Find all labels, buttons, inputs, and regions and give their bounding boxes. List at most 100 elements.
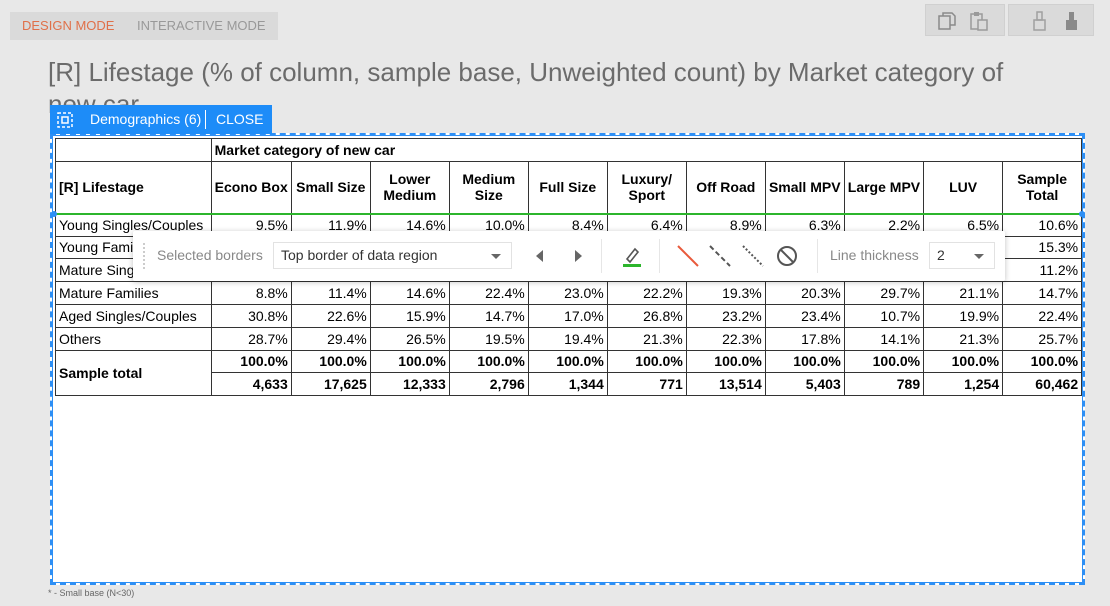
- table-cell[interactable]: 23.0%: [527, 281, 608, 305]
- table-cell[interactable]: 14.1%: [843, 326, 925, 351]
- next-border-button[interactable]: [565, 243, 591, 269]
- selected-borders-label: Selected borders: [157, 247, 263, 263]
- total-label[interactable]: Sample total: [55, 349, 212, 397]
- table-cell[interactable]: 22.4%: [1002, 303, 1083, 328]
- table-cell[interactable]: 29.7%: [843, 281, 925, 305]
- total-count-cell[interactable]: 17,625: [290, 372, 371, 397]
- table-cell[interactable]: 22.2%: [606, 281, 687, 305]
- total-count-cell[interactable]: 771: [606, 372, 687, 397]
- table-cell[interactable]: 17.0%: [527, 303, 608, 328]
- toolbar-drag-handle[interactable]: [143, 243, 146, 269]
- close-selection-button[interactable]: CLOSE: [216, 111, 264, 127]
- table-cell[interactable]: 28.7%: [210, 326, 292, 351]
- table-cell[interactable]: 2.2%: [843, 212, 925, 237]
- tab-interactive-mode[interactable]: INTERACTIVE MODE: [125, 12, 278, 40]
- table-cell[interactable]: 22.3%: [685, 326, 766, 351]
- total-count-cell[interactable]: 1,254: [923, 372, 1004, 397]
- total-count-cell[interactable]: 1,344: [527, 372, 608, 397]
- solid-line-button[interactable]: [675, 243, 701, 269]
- no-border-button[interactable]: [774, 243, 800, 269]
- format-painter-icon[interactable]: [1029, 10, 1051, 32]
- column-header[interactable]: Small Size: [290, 160, 371, 214]
- border-handle-right[interactable]: [1079, 211, 1085, 217]
- table-cell[interactable]: 11.2%: [1002, 258, 1083, 283]
- total-pct-cell[interactable]: 100.0%: [1002, 349, 1083, 374]
- column-header[interactable]: Full Size: [527, 160, 608, 214]
- column-header[interactable]: Small MPV: [764, 160, 845, 214]
- total-count-cell[interactable]: 4,633: [210, 372, 292, 397]
- select-region-icon[interactable]: [54, 109, 76, 131]
- table-cell[interactable]: 11.4%: [290, 281, 371, 305]
- row-label[interactable]: Mature Families: [55, 281, 212, 305]
- brush-icon[interactable]: [1061, 10, 1083, 32]
- total-count-cell[interactable]: 5,403: [764, 372, 845, 397]
- table-cell[interactable]: 19.4%: [527, 326, 608, 351]
- column-header[interactable]: Off Road: [685, 160, 766, 214]
- row-header-title[interactable]: [R] Lifestage: [55, 160, 212, 214]
- table-cell[interactable]: 19.3%: [685, 281, 766, 305]
- table-cell[interactable]: 11.9%: [290, 212, 371, 237]
- table-cell[interactable]: 14.7%: [448, 303, 529, 328]
- table-cell[interactable]: 22.4%: [448, 281, 529, 305]
- total-count-cell[interactable]: 2,796: [448, 372, 529, 397]
- table-cell[interactable]: 14.7%: [1002, 281, 1083, 305]
- table-cell[interactable]: 8.8%: [210, 281, 292, 305]
- selected-borders-dropdown[interactable]: Top border of data region: [273, 242, 512, 269]
- column-header[interactable]: Lower Medium: [369, 160, 450, 214]
- table-cell[interactable]: 14.6%: [369, 281, 450, 305]
- table-cell[interactable]: 15.3%: [1002, 235, 1083, 260]
- table-cell[interactable]: 21.3%: [606, 326, 687, 351]
- column-header[interactable]: Large MPV: [843, 160, 925, 214]
- table-cell[interactable]: 30.8%: [210, 303, 292, 328]
- column-header[interactable]: Medium Size: [448, 160, 529, 214]
- total-pct-cell[interactable]: 100.0%: [685, 349, 766, 374]
- table-cell[interactable]: 22.6%: [290, 303, 371, 328]
- column-header[interactable]: Luxury/ Sport: [606, 160, 687, 214]
- table-cell[interactable]: 20.3%: [764, 281, 845, 305]
- previous-border-button[interactable]: [527, 243, 553, 269]
- column-header[interactable]: Econo Box: [210, 160, 292, 214]
- total-pct-cell[interactable]: 100.0%: [923, 349, 1004, 374]
- row-label[interactable]: Others: [55, 326, 212, 351]
- total-pct-cell[interactable]: 100.0%: [527, 349, 608, 374]
- table-cell[interactable]: 29.4%: [290, 326, 371, 351]
- table-cell[interactable]: 25.7%: [1002, 326, 1083, 351]
- table-cell[interactable]: 19.9%: [923, 303, 1004, 328]
- column-header[interactable]: Sample Total: [1002, 160, 1083, 214]
- table-cell[interactable]: 23.4%: [764, 303, 845, 328]
- total-count-cell[interactable]: 789: [843, 372, 925, 397]
- column-header[interactable]: LUV: [923, 160, 1004, 214]
- total-pct-cell[interactable]: 100.0%: [210, 349, 292, 374]
- banner-title[interactable]: Market category of new car: [210, 138, 1083, 162]
- table-cell[interactable]: 26.8%: [606, 303, 687, 328]
- table-cell[interactable]: 10.7%: [843, 303, 925, 328]
- total-pct-cell[interactable]: 100.0%: [764, 349, 845, 374]
- total-pct-cell[interactable]: 100.0%: [843, 349, 925, 374]
- tab-design-mode[interactable]: DESIGN MODE: [10, 12, 127, 40]
- row-label[interactable]: Aged Singles/Couples: [55, 303, 212, 328]
- dotted-line-button[interactable]: [740, 243, 766, 269]
- table-cell[interactable]: 17.8%: [764, 326, 845, 351]
- paste-icon[interactable]: [968, 10, 990, 32]
- table-cell[interactable]: 15.9%: [369, 303, 450, 328]
- total-pct-cell[interactable]: 100.0%: [448, 349, 529, 374]
- table-cell[interactable]: 23.2%: [685, 303, 766, 328]
- total-count-cell[interactable]: 60,462: [1002, 372, 1083, 397]
- border-color-button[interactable]: [619, 243, 645, 269]
- table-cell[interactable]: 21.3%: [923, 326, 1004, 351]
- selected-border-line[interactable]: [53, 213, 1083, 215]
- table-cell[interactable]: 26.5%: [369, 326, 450, 351]
- total-count-cell[interactable]: 13,514: [685, 372, 766, 397]
- copy-icon[interactable]: [936, 10, 958, 32]
- table-cell[interactable]: 10.6%: [1002, 212, 1083, 237]
- table-cell[interactable]: 21.1%: [923, 281, 1004, 305]
- total-pct-cell[interactable]: 100.0%: [290, 349, 371, 374]
- total-pct-cell[interactable]: 100.0%: [369, 349, 450, 374]
- dashed-line-button[interactable]: [707, 243, 733, 269]
- border-handle-left[interactable]: [51, 211, 57, 217]
- dashed-line-icon: [709, 245, 731, 267]
- total-count-cell[interactable]: 12,333: [369, 372, 450, 397]
- table-cell[interactable]: 19.5%: [448, 326, 529, 351]
- line-thickness-dropdown[interactable]: 2: [929, 242, 995, 269]
- total-pct-cell[interactable]: 100.0%: [606, 349, 687, 374]
